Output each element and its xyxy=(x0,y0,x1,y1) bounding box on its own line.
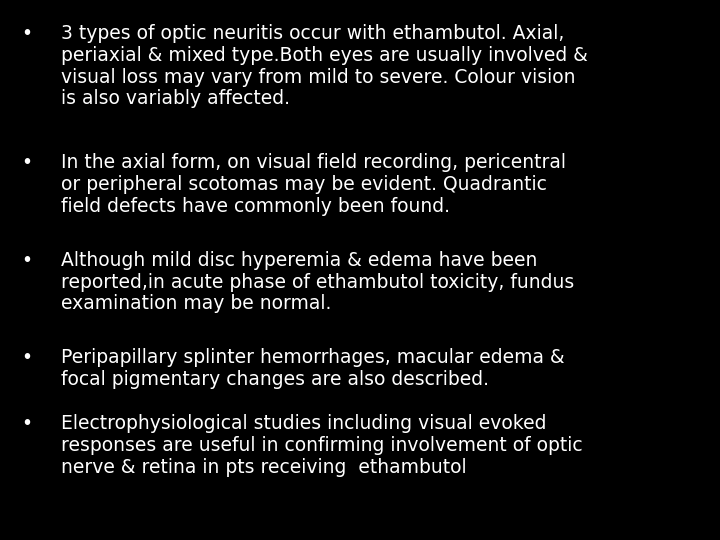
Text: •: • xyxy=(22,24,32,43)
Text: 3 types of optic neuritis occur with ethambutol. Axial,
periaxial & mixed type.B: 3 types of optic neuritis occur with eth… xyxy=(61,24,588,109)
Text: •: • xyxy=(22,251,32,270)
Text: Although mild disc hyperemia & edema have been
reported,in acute phase of ethamb: Although mild disc hyperemia & edema hav… xyxy=(61,251,575,313)
Text: •: • xyxy=(22,153,32,172)
Text: •: • xyxy=(22,414,32,433)
Text: Peripapillary splinter hemorrhages, macular edema &
focal pigmentary changes are: Peripapillary splinter hemorrhages, macu… xyxy=(61,348,564,389)
Text: Electrophysiological studies including visual evoked
responses are useful in con: Electrophysiological studies including v… xyxy=(61,414,582,477)
Text: •: • xyxy=(22,348,32,367)
Text: In the axial form, on visual field recording, pericentral
or peripheral scotomas: In the axial form, on visual field recor… xyxy=(61,153,566,216)
